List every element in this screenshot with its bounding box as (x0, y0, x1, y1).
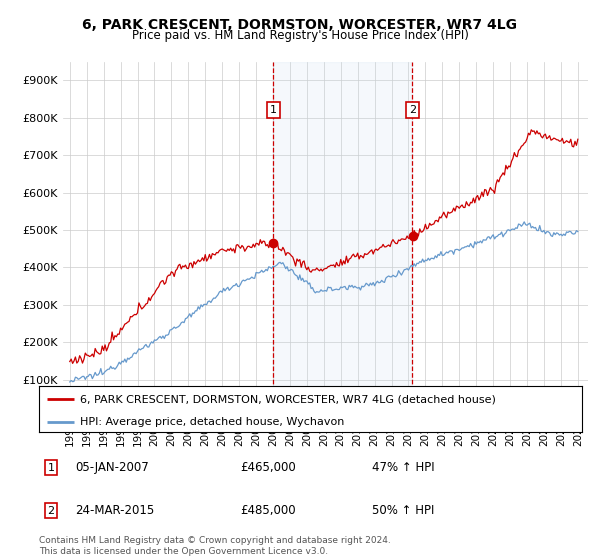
Text: £485,000: £485,000 (240, 504, 296, 517)
Text: 50% ↑ HPI: 50% ↑ HPI (372, 504, 434, 517)
Text: Contains HM Land Registry data © Crown copyright and database right 2024.
This d: Contains HM Land Registry data © Crown c… (39, 536, 391, 556)
Text: 2: 2 (47, 506, 55, 516)
Text: 05-JAN-2007: 05-JAN-2007 (75, 461, 149, 474)
Text: 6, PARK CRESCENT, DORMSTON, WORCESTER, WR7 4LG (detached house): 6, PARK CRESCENT, DORMSTON, WORCESTER, W… (80, 394, 496, 404)
Text: 47% ↑ HPI: 47% ↑ HPI (372, 461, 434, 474)
Text: 2: 2 (409, 105, 416, 115)
Text: HPI: Average price, detached house, Wychavon: HPI: Average price, detached house, Wych… (80, 417, 344, 427)
Text: 1: 1 (47, 463, 55, 473)
Text: 24-MAR-2015: 24-MAR-2015 (75, 504, 154, 517)
Text: 6, PARK CRESCENT, DORMSTON, WORCESTER, WR7 4LG: 6, PARK CRESCENT, DORMSTON, WORCESTER, W… (83, 18, 517, 32)
Text: £465,000: £465,000 (240, 461, 296, 474)
Text: 1: 1 (270, 105, 277, 115)
Text: Price paid vs. HM Land Registry's House Price Index (HPI): Price paid vs. HM Land Registry's House … (131, 29, 469, 42)
Bar (274, 62, 412, 417)
